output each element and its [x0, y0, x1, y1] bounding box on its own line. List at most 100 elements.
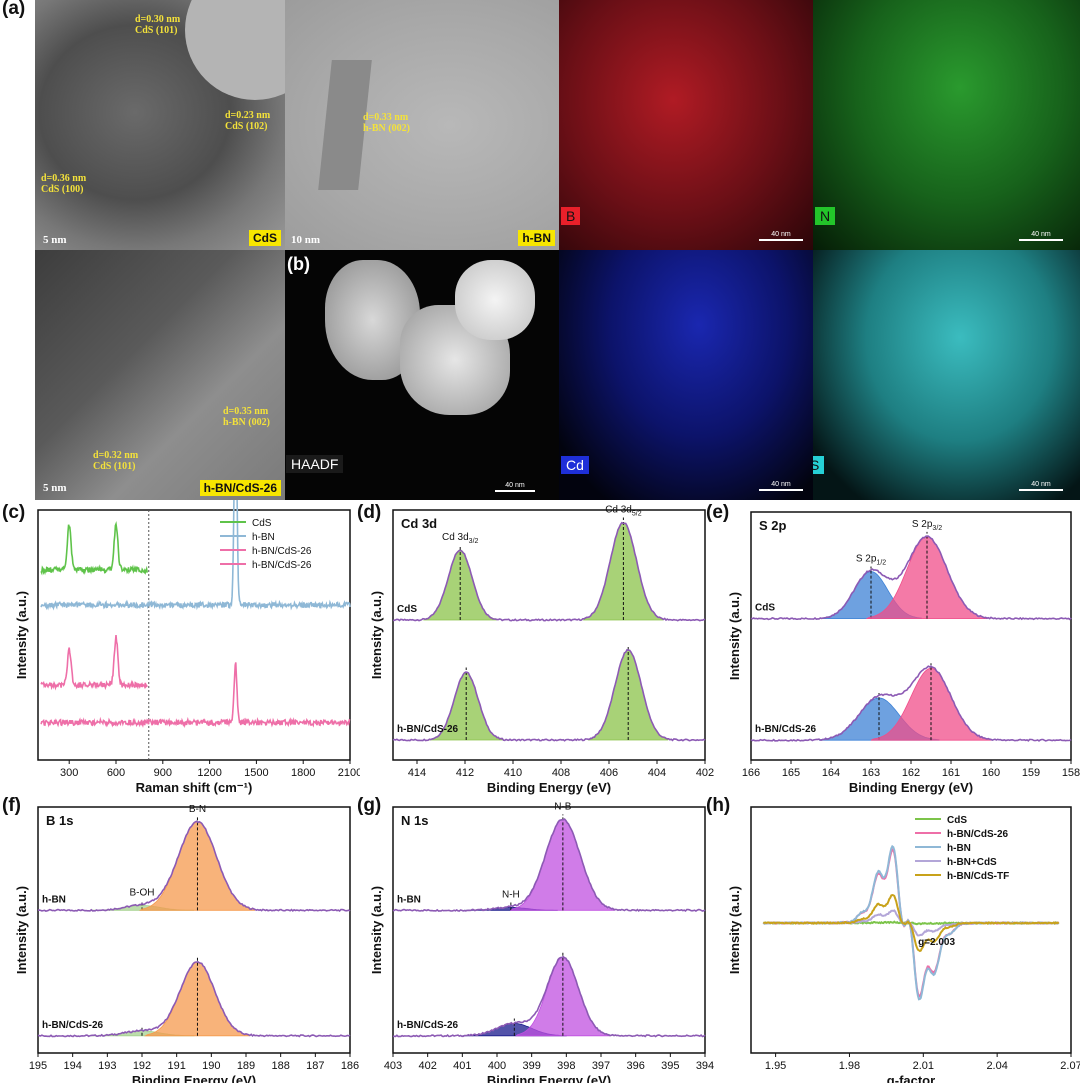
map-scale-bar: 40 nm [759, 231, 803, 241]
x-tick-label: 2.04 [986, 1060, 1007, 1072]
plot-frame [750, 806, 1072, 1054]
panel-label-f: (f) [2, 795, 21, 816]
panel-label-b: (b) [287, 254, 310, 274]
map-scale-bar: 40 nm [495, 482, 535, 492]
x-tick-label: 165 [782, 767, 800, 779]
x-tick-label: 900 [154, 767, 172, 779]
x-tick-label: 412 [456, 767, 474, 779]
raman-series-0 [40, 521, 148, 576]
chart-d: 414 412 410 408 406 404 402 Binding Energy (eV)… [369, 505, 714, 796]
legend-label: h-BN [947, 843, 971, 854]
trace-label: h-BN [42, 894, 66, 905]
chart-title: N 1s [401, 813, 428, 828]
peak-label-main: S 2p [856, 554, 877, 565]
chart-h: 1.95 1.98 2.01 2.04 2.07 g-factor Intensity (a… [727, 806, 1080, 1083]
peak-label: B-N [189, 804, 206, 815]
x-tick-label: 399 [522, 1060, 540, 1072]
x-tick-label: 161 [942, 767, 960, 779]
eds-map-n: N 40 nm [813, 0, 1080, 250]
trace-label: CdS [755, 603, 775, 614]
x-axis-label: Binding Energy (eV) [849, 780, 973, 795]
lattice-annotation: d=0.35 nm h-BN (002) [223, 406, 270, 428]
panel-label-g: (g) [357, 795, 382, 816]
envelope-1 [750, 665, 1072, 742]
trace-label: h-BN/CdS-26 [755, 724, 817, 735]
map-label-s: S [813, 456, 825, 474]
legend-label: h-BN/CdS-26 [252, 546, 312, 557]
envelope-0 [37, 820, 351, 913]
x-tick-label: 164 [822, 767, 840, 779]
lattice-annotation: d=0.23 nm CdS (102) [225, 110, 271, 132]
chart-g: 403 402 401 400 399 398 397 396 395 394 Binding En… [369, 801, 714, 1083]
x-tick-label: 193 [98, 1060, 116, 1072]
x-tick-label: 163 [862, 767, 880, 779]
envelope-1 [393, 955, 706, 1038]
x-tick-label: 394 [696, 1060, 714, 1072]
peak-label-main: N-H [502, 889, 520, 900]
x-tick-label: 402 [696, 767, 714, 779]
x-tick-label: 397 [592, 1060, 610, 1072]
scale-bar-label: 5 nm [43, 234, 67, 246]
peak-label-main: B-N [189, 804, 206, 815]
peak-label-main: Cd 3d [605, 505, 632, 516]
x-tick-label: 187 [306, 1060, 324, 1072]
tem-image-cds: d=0.30 nm CdS (101) d=0.23 nm CdS (102) d=… [35, 0, 285, 250]
map-scale-bar: 40 nm [1019, 481, 1063, 491]
raman-series-2 [40, 635, 148, 691]
sample-tag: h-BN/CdS-26 [199, 480, 281, 496]
x-tick-label: 396 [626, 1060, 644, 1072]
x-tick-label: 162 [902, 767, 920, 779]
trace-label: h-BN/CdS-26 [397, 1020, 459, 1031]
legend-label: h-BN/CdS-26 [252, 560, 312, 571]
envelope-0 [392, 818, 706, 913]
scale-bar-label: 10 nm [291, 234, 321, 246]
x-tick-label: 414 [408, 767, 426, 779]
chart-e: 166 165 164 163 162 161 160 159 158 Binding Energ… [727, 511, 1080, 795]
x-axis-label: g-factor [887, 1073, 935, 1083]
plot-frame [392, 806, 706, 1054]
g-factor-annotation: g=2.003 [918, 937, 955, 948]
x-tick-label: 406 [600, 767, 618, 779]
x-axis-label: Binding Energy (eV) [487, 1073, 611, 1083]
x-tick-label: 159 [1022, 767, 1040, 779]
peak-label: Cd 3d3/2 [442, 532, 479, 545]
x-tick-label: 190 [202, 1060, 220, 1072]
envelope-0 [392, 521, 706, 622]
x-tick-label: 158 [1062, 767, 1080, 779]
y-axis-label: Intensity (a.u.) [14, 591, 29, 679]
y-axis-label: Intensity (a.u.) [727, 592, 742, 680]
legend-label: CdS [252, 518, 272, 529]
plot-frame [37, 806, 351, 1054]
x-tick-label: 194 [63, 1060, 81, 1072]
legend-label: h-BN+CdS [947, 857, 997, 868]
sample-tag: h-BN [518, 230, 555, 246]
x-tick-label: 189 [237, 1060, 255, 1072]
legend-label: h-BN/CdS-TF [947, 871, 1009, 882]
lattice-annotation: d=0.33 nm h-BN (002) [363, 112, 410, 134]
peak-label-main: B-OH [130, 887, 155, 898]
x-tick-label: 166 [742, 767, 760, 779]
map-label-haadf: HAADF [286, 455, 344, 473]
peak-label-sub: 3/2 [932, 525, 942, 532]
raman-series-1 [40, 500, 351, 611]
trace-label: h-BN/CdS-26 [397, 724, 459, 735]
x-tick-label: 160 [982, 767, 1000, 779]
y-axis-label: Intensity (a.u.) [14, 886, 29, 974]
x-tick-label: 1.95 [765, 1060, 786, 1072]
envelope-1 [392, 648, 706, 742]
panel-label-c: (c) [2, 502, 26, 523]
peak-label: B-OH [130, 887, 155, 898]
x-tick-label: 403 [384, 1060, 402, 1072]
peak-label-main: S 2p [912, 519, 933, 530]
x-tick-label: 395 [661, 1060, 679, 1072]
y-axis-label: Intensity (a.u.) [369, 886, 384, 974]
envelope-1 [37, 960, 351, 1038]
eds-map-b: B 40 nm [559, 0, 813, 250]
plot-frame [392, 509, 706, 761]
chart-title: S 2p [759, 518, 787, 533]
peak-label: Cd 3d5/2 [605, 505, 642, 518]
epr-series-4 [763, 893, 1060, 953]
peak-label-main: Cd 3d [442, 532, 469, 543]
x-tick-label: 1500 [244, 767, 268, 779]
panel-label-a: (a) [2, 0, 26, 19]
